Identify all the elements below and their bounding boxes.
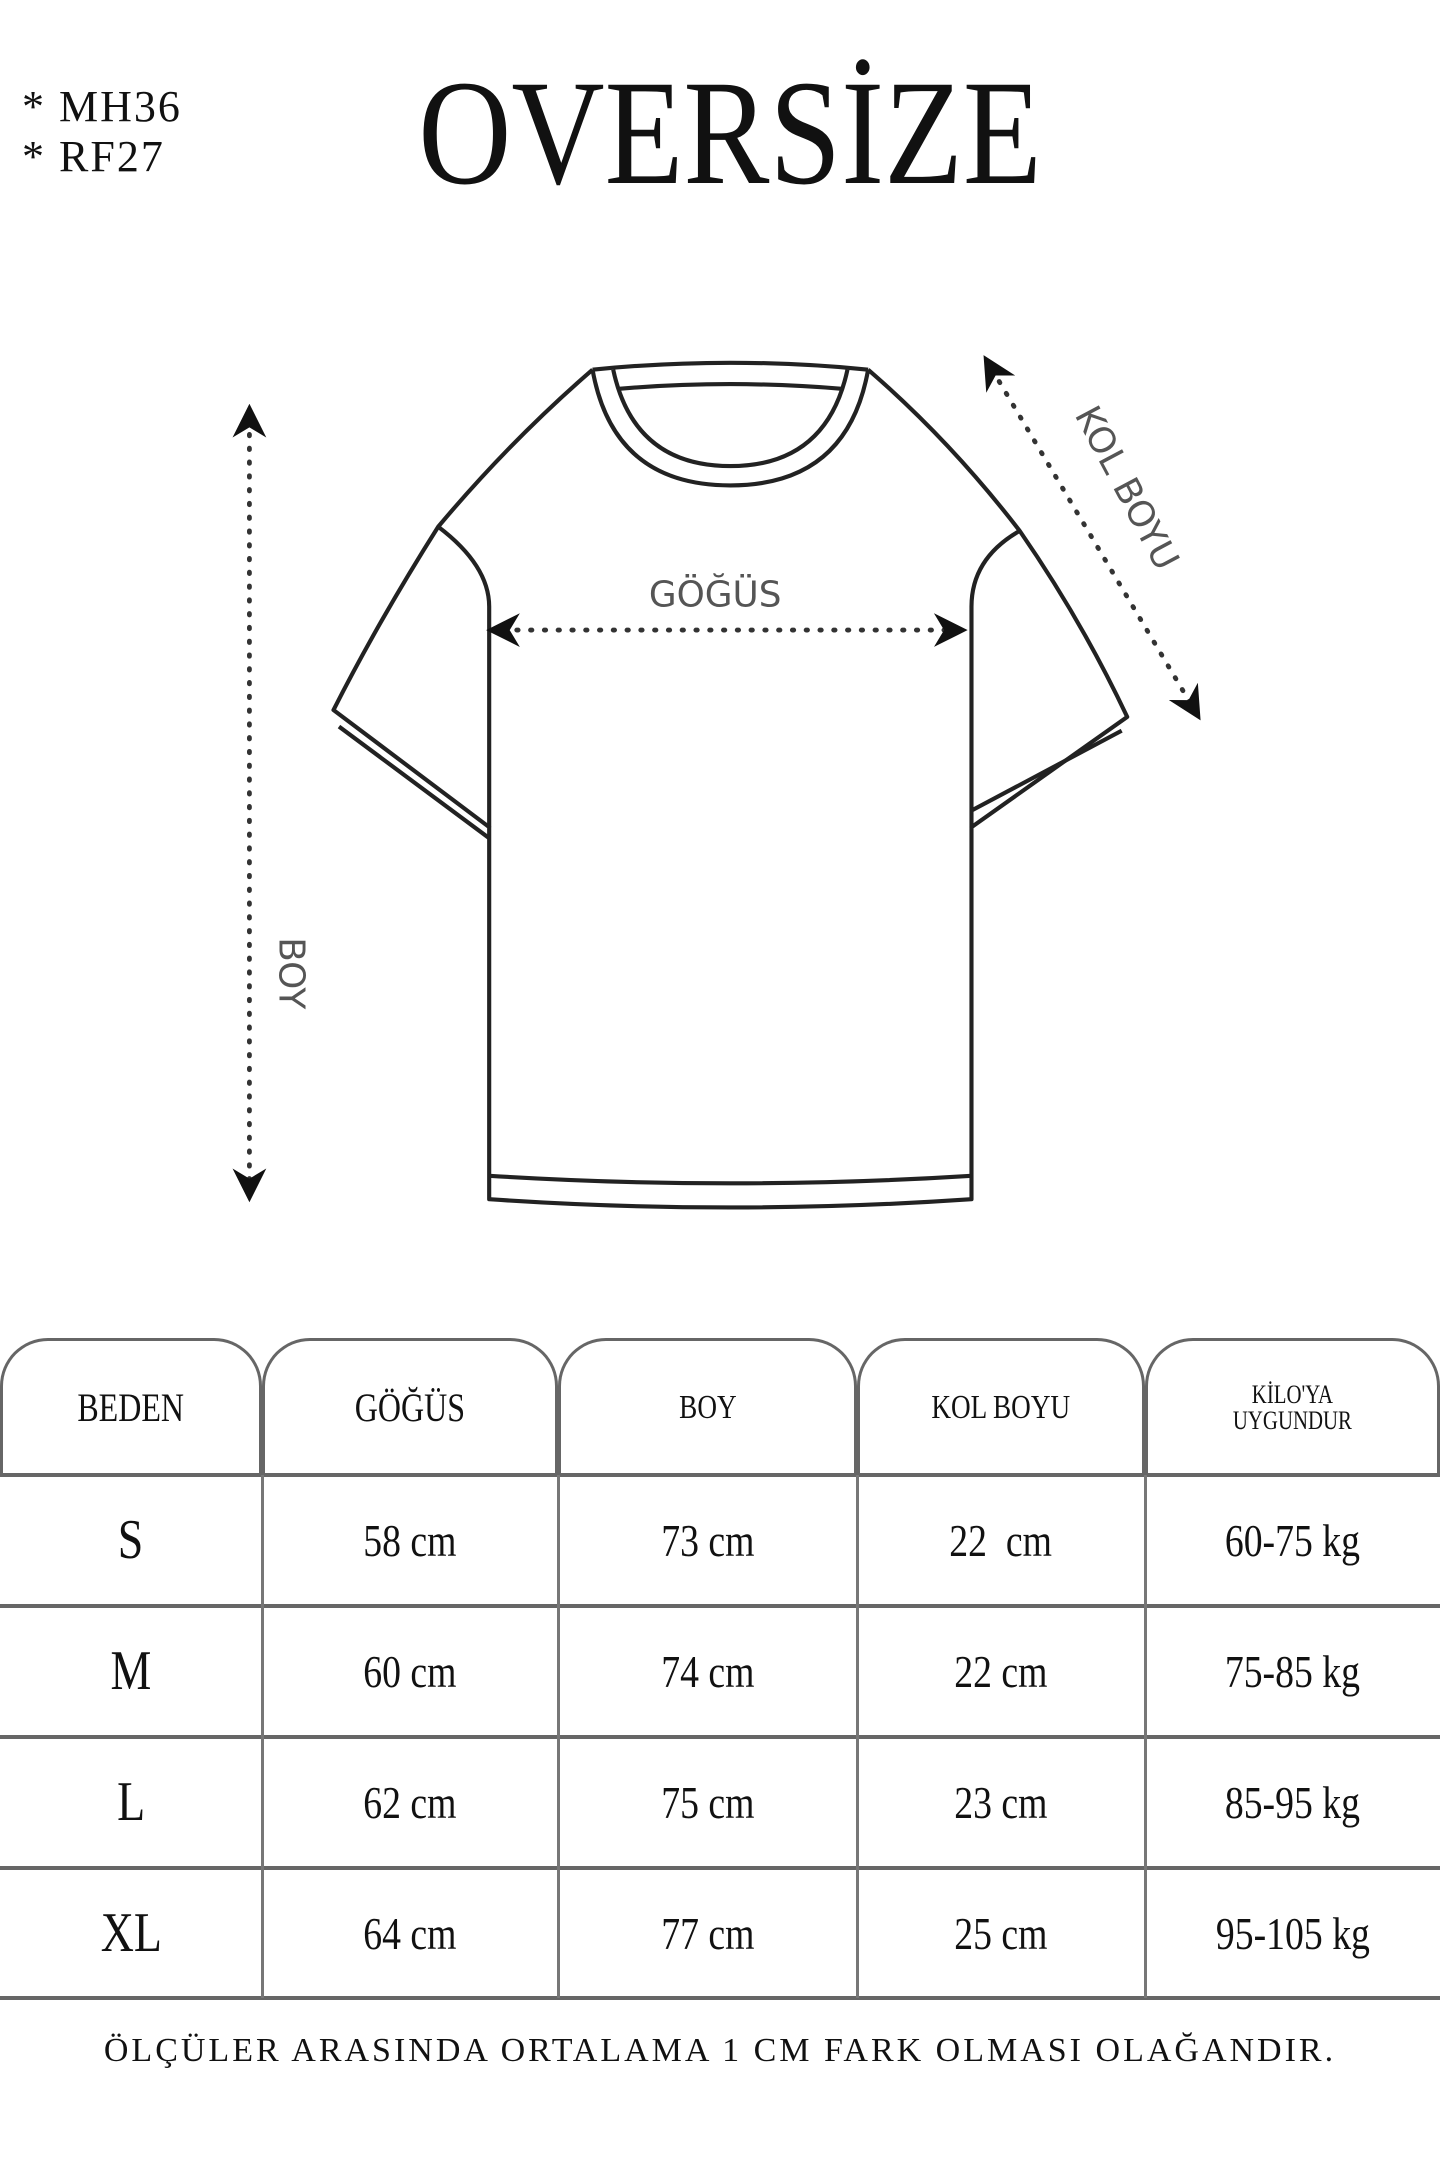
product-code: * RF27	[22, 132, 165, 181]
table-cell-length: 73 cm	[558, 1475, 857, 1605]
product-codes: * MH36 * RF27	[22, 82, 182, 182]
header-size: BEDEN	[0, 1338, 262, 1475]
cell-value: L	[116, 1771, 146, 1833]
cell-value: 60 cm	[363, 1645, 457, 1697]
cell-value: 75-85 kg	[1224, 1645, 1361, 1697]
table-cell-sleeve: 22 cm	[857, 1606, 1145, 1736]
cell-value: S	[118, 1509, 144, 1571]
cell-value: 85-95 kg	[1224, 1776, 1361, 1828]
table-cell-length: 74 cm	[558, 1606, 857, 1736]
cell-value: XL	[100, 1902, 162, 1964]
table-cell-sleeve: 22 cm	[857, 1475, 1145, 1605]
table-cell-sleeve: 23 cm	[857, 1737, 1145, 1867]
cell-value: 73 cm	[660, 1514, 755, 1566]
header-chest: GÖĞÜS	[262, 1338, 558, 1475]
table-cell-weight: 75-85 kg	[1145, 1606, 1440, 1736]
product-code: * MH36	[22, 82, 182, 131]
cell-value: 74 cm	[660, 1645, 755, 1697]
table-cell-size: L	[0, 1737, 262, 1867]
table-cell-sleeve: 25 cm	[857, 1868, 1145, 1998]
table-cell-size: S	[0, 1475, 262, 1605]
cell-value: 22 cm	[949, 1514, 1053, 1566]
cell-value: 23 cm	[954, 1776, 1048, 1828]
header-sleeve: KOL BOYU	[857, 1338, 1145, 1475]
size-table: BEDEN GÖĞÜS BOY KOL BOYU KİLO'YA UYGUNDUR…	[0, 1338, 1440, 2000]
cell-value: 22 cm	[954, 1645, 1048, 1697]
page-title: OVERSİZE	[418, 50, 1042, 216]
cell-value: 64 cm	[363, 1907, 457, 1959]
header-length: BOY	[558, 1338, 857, 1475]
table-cell-size: XL	[0, 1868, 262, 1998]
length-label: BOY	[271, 937, 312, 1009]
cell-value: 25 cm	[954, 1907, 1048, 1959]
tshirt-outline	[331, 360, 1130, 1210]
table-cell-weight: 60-75 kg	[1145, 1475, 1440, 1605]
table-cell-length: 75 cm	[558, 1737, 857, 1867]
sleeve-label: KOL BOYU	[1066, 399, 1186, 577]
table-cell-chest: 62 cm	[262, 1737, 558, 1867]
table-cell-weight: 95-105 kg	[1145, 1868, 1440, 1998]
table-cell-chest: 58 cm	[262, 1475, 558, 1605]
chest-label: GÖĞÜS	[649, 574, 782, 616]
cell-value: 77 cm	[660, 1907, 755, 1959]
table-cell-weight: 85-95 kg	[1145, 1737, 1440, 1867]
table-cell-chest: 64 cm	[262, 1868, 558, 1998]
cell-value: 75 cm	[660, 1776, 755, 1828]
cell-value: 62 cm	[363, 1776, 457, 1828]
cell-value: 60-75 kg	[1224, 1514, 1361, 1566]
footer-note: ÖLÇÜLER ARASINDA ORTALAMA 1 CM FARK OLMA…	[103, 2032, 1337, 2069]
table-cell-length: 77 cm	[558, 1868, 857, 1998]
cell-value: 58 cm	[363, 1514, 457, 1566]
header-weight: KİLO'YA UYGUNDUR	[1145, 1338, 1440, 1475]
cell-value: M	[110, 1640, 152, 1702]
sleeve-arrow	[983, 355, 1201, 721]
table-cell-size: M	[0, 1606, 262, 1736]
table-cell-chest: 60 cm	[262, 1606, 558, 1736]
cell-value: 95-105 kg	[1215, 1907, 1370, 1959]
